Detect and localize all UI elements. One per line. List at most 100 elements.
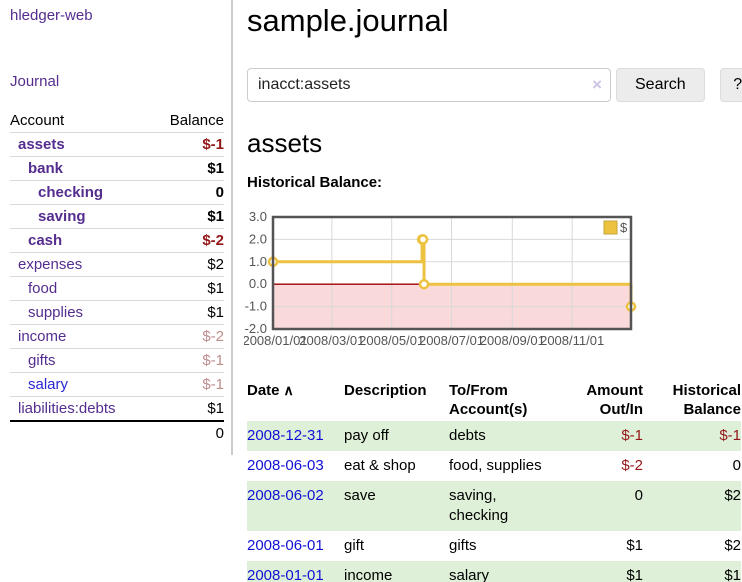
svg-text:2008/01/01: 2008/01/01 bbox=[244, 333, 308, 348]
transaction-row: 2008-01-01 income salary $1 $1 bbox=[247, 561, 741, 582]
account-balance: $1 bbox=[151, 396, 224, 421]
transaction-description: eat & shop bbox=[344, 457, 416, 474]
sidebar: hledger-web Journal Account Balance asse… bbox=[0, 0, 233, 455]
account-link[interactable]: salary bbox=[28, 376, 69, 393]
historical-balance-chart: $3.0 2.0 1.0 0.0 -1.0 -2.0 2008/01/01 2008/03/0… bbox=[242, 207, 742, 362]
chart-title: Historical Balance: bbox=[247, 174, 383, 191]
transaction-accounts: food, supplies bbox=[449, 457, 542, 474]
accounts-balance-table: Account Balance assets $-1 bank $1 checking 0… bbox=[10, 109, 224, 445]
account-balance: $-2 bbox=[151, 324, 224, 349]
account-balance: $-2 bbox=[151, 228, 224, 253]
account-link[interactable]: cash bbox=[28, 232, 63, 249]
account-balance: $1 bbox=[151, 300, 224, 325]
legend-swatch bbox=[603, 220, 618, 235]
transaction-date-link[interactable]: 2008-01-01 bbox=[247, 567, 324, 582]
account-row: liabilities:debts $1 bbox=[10, 396, 224, 421]
account-row: food $1 bbox=[10, 276, 224, 301]
account-row: supplies $1 bbox=[10, 300, 224, 325]
svg-text:-1.0: -1.0 bbox=[245, 299, 267, 314]
transaction-date-link[interactable]: 2008-06-03 bbox=[247, 457, 324, 474]
sort-ascending-icon: ∧ bbox=[283, 382, 294, 398]
account-balance: $2 bbox=[151, 252, 224, 277]
account-row: bank $1 bbox=[10, 156, 224, 181]
column-header-amount: Amount Out/In bbox=[586, 382, 643, 418]
account-link[interactable]: checking bbox=[38, 184, 104, 201]
transaction-amount: $-2 bbox=[621, 457, 643, 474]
transaction-accounts: salary bbox=[449, 567, 490, 582]
account-balance: $1 bbox=[151, 156, 224, 181]
account-link[interactable]: supplies bbox=[28, 304, 84, 321]
account-row: saving $1 bbox=[10, 204, 224, 229]
transaction-row: 2008-06-02 save saving, checking 0 $2 bbox=[247, 481, 741, 531]
transaction-row: 2008-12-31 pay off debts $-1 $-1 bbox=[247, 421, 741, 451]
main-content: sample.journal × Search ? assets Histori… bbox=[233, 0, 742, 582]
page-title: sample.journal bbox=[247, 3, 449, 38]
accounts-total-value: 0 bbox=[151, 420, 224, 445]
app-title-link[interactable]: hledger-web bbox=[10, 7, 93, 24]
accounts-total-row: 0 bbox=[10, 420, 224, 445]
transaction-date-link[interactable]: 2008-06-01 bbox=[247, 537, 324, 554]
search-button[interactable]: Search bbox=[616, 68, 705, 102]
column-header-accounts: To/From Account(s) bbox=[449, 382, 528, 418]
account-balance: $-1 bbox=[151, 132, 224, 157]
sidebar-item-journal[interactable]: Journal bbox=[10, 73, 60, 90]
svg-text:2008/11/01: 2008/11/01 bbox=[540, 333, 604, 348]
transaction-balance: 0 bbox=[732, 457, 741, 474]
account-balance: $-1 bbox=[151, 372, 224, 397]
transaction-description: gift bbox=[344, 537, 365, 554]
transaction-amount: $1 bbox=[626, 567, 643, 582]
account-row: assets $-1 bbox=[10, 132, 224, 157]
svg-text:2008/07/01: 2008/07/01 bbox=[419, 333, 484, 348]
transaction-description: pay off bbox=[344, 427, 389, 444]
account-link[interactable]: expenses bbox=[18, 256, 83, 273]
account-balance: $1 bbox=[151, 204, 224, 229]
column-header-balance: Historical Balance bbox=[672, 382, 741, 418]
account-link[interactable]: food bbox=[28, 280, 58, 297]
svg-text:2008/05/01: 2008/05/01 bbox=[359, 333, 424, 348]
account-link[interactable]: assets bbox=[18, 136, 65, 153]
transaction-row: 2008-06-01 gift gifts $1 $2 bbox=[247, 531, 741, 561]
legend-label: $ bbox=[620, 220, 628, 235]
account-link[interactable]: bank bbox=[28, 160, 64, 177]
svg-text:0.0: 0.0 bbox=[249, 276, 267, 291]
svg-text:2008/09/01: 2008/09/01 bbox=[480, 333, 545, 348]
account-link[interactable]: income bbox=[18, 328, 67, 345]
transaction-amount: 0 bbox=[634, 487, 643, 504]
account-balance: $1 bbox=[151, 276, 224, 301]
transactions-table: Date ∧ Description To/From Account(s) Amo… bbox=[247, 379, 741, 582]
account-heading: assets bbox=[247, 128, 323, 158]
account-link[interactable]: saving bbox=[38, 208, 86, 225]
column-header-description: Description bbox=[344, 382, 427, 399]
transaction-accounts: debts bbox=[449, 427, 486, 444]
account-row: salary $-1 bbox=[10, 372, 224, 397]
account-balance: 0 bbox=[151, 180, 224, 205]
column-header-date[interactable]: Date ∧ bbox=[247, 382, 294, 399]
clear-search-icon[interactable]: × bbox=[592, 75, 602, 94]
account-link[interactable]: liabilities:debts bbox=[18, 400, 116, 417]
transaction-date-link[interactable]: 2008-12-31 bbox=[247, 427, 324, 444]
transaction-date-link[interactable]: 2008-06-02 bbox=[247, 487, 324, 504]
account-balance: $-1 bbox=[151, 348, 224, 373]
accounts-header-account: Account bbox=[10, 112, 65, 129]
search-input[interactable] bbox=[247, 68, 611, 102]
transaction-accounts: saving, checking bbox=[449, 487, 509, 524]
accounts-header-balance: Balance bbox=[169, 112, 224, 129]
search-form: × Search ? bbox=[247, 68, 742, 102]
svg-text:1.0: 1.0 bbox=[249, 254, 267, 269]
transaction-description: save bbox=[344, 487, 376, 504]
svg-text:3.0: 3.0 bbox=[249, 209, 267, 224]
account-link[interactable]: gifts bbox=[28, 352, 56, 369]
svg-text:2008/03/01: 2008/03/01 bbox=[299, 333, 364, 348]
account-row: gifts $-1 bbox=[10, 348, 224, 373]
transaction-amount: $1 bbox=[626, 537, 643, 554]
account-row: income $-2 bbox=[10, 324, 224, 349]
transaction-description: income bbox=[344, 567, 393, 582]
transaction-amount: $-1 bbox=[621, 427, 643, 444]
transaction-balance: $1 bbox=[724, 567, 741, 582]
transaction-balance: $-1 bbox=[719, 427, 741, 444]
help-button[interactable]: ? bbox=[719, 68, 742, 102]
transaction-balance: $2 bbox=[724, 537, 741, 554]
account-row: cash $-2 bbox=[10, 228, 224, 253]
svg-text:2.0: 2.0 bbox=[249, 231, 267, 246]
transaction-row: 2008-06-03 eat & shop food, supplies $-2 0 bbox=[247, 451, 741, 481]
